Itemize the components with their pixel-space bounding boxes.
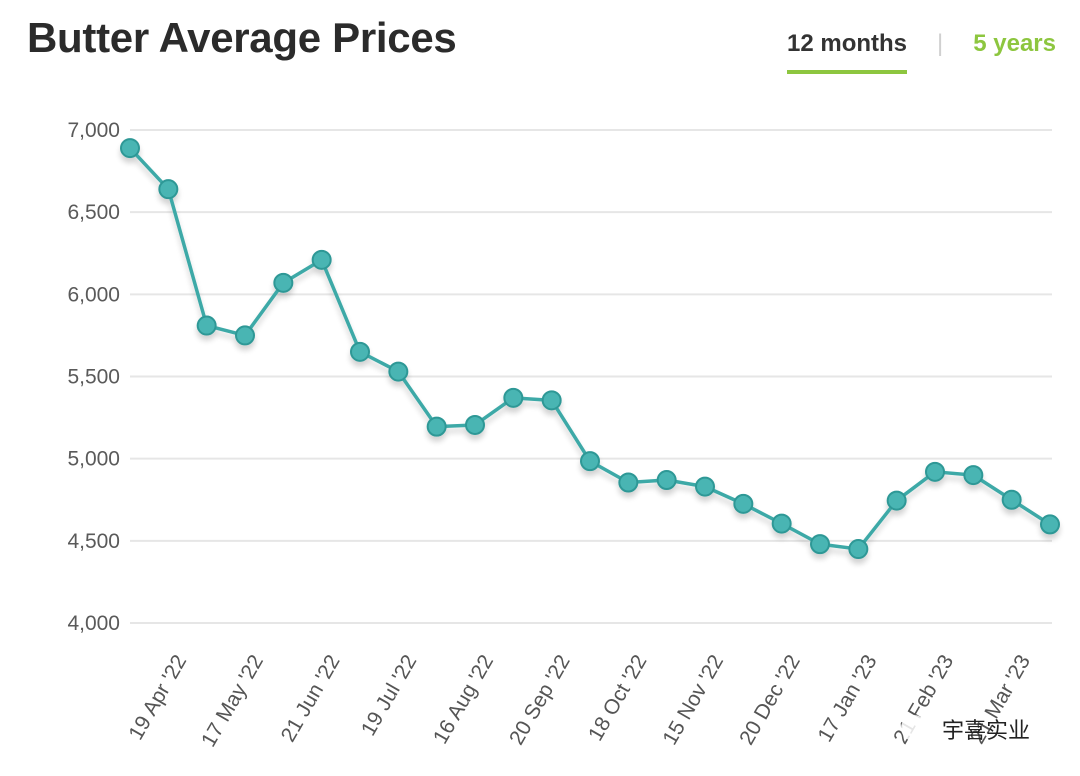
watermark-bottom-right: 宇喜实业	[901, 715, 1030, 744]
x-tick-label: 20 Dec '22	[735, 651, 805, 749]
data-point[interactable]	[925, 461, 945, 482]
data-point[interactable]	[618, 472, 639, 493]
data-point[interactable]	[580, 451, 600, 472]
watermark-right-text: 宇喜实业	[942, 719, 1030, 744]
x-tick-label: 19 Jul '22	[357, 651, 422, 740]
data-point[interactable]	[771, 513, 792, 534]
data-point[interactable]	[235, 325, 255, 346]
data-point[interactable]	[273, 272, 294, 293]
x-tick-label: 18 Oct '22	[584, 651, 651, 745]
y-axis: 4,000 4,500 5,000 5,500 6,000 6,500 7,000	[67, 119, 120, 635]
x-tick-label: 21 Jun '22	[277, 651, 345, 746]
x-tick-label: 19 Apr '22	[124, 651, 191, 744]
x-tick-label: 20 Sep '22	[505, 651, 575, 749]
series-line	[128, 146, 1051, 551]
chart-title: Butter Average Prices	[27, 14, 457, 61]
x-tick-label: 17 May '22	[197, 651, 268, 751]
data-point[interactable]	[541, 390, 562, 411]
y-tick-label: 4,500	[67, 530, 120, 553]
data-point[interactable]	[695, 476, 715, 497]
x-tick-label: 16 Aug '22	[429, 651, 498, 748]
period-tabs: 12 months | 5 years	[786, 30, 1056, 74]
data-point[interactable]	[158, 179, 179, 200]
y-tick-label: 7,000	[67, 119, 120, 142]
wechat-icon	[901, 715, 927, 741]
data-point[interactable]	[196, 315, 217, 336]
x-tick-label: 15 Nov '22	[658, 651, 728, 749]
data-point[interactable]	[848, 539, 869, 560]
x-tick-label: 17 Jan '23	[814, 651, 882, 746]
watermark-left-text: 大数跨境	[52, 743, 140, 768]
y-tick-label: 5,500	[67, 366, 120, 389]
data-point[interactable]	[426, 416, 447, 437]
data-point[interactable]	[1001, 489, 1022, 510]
data-point[interactable]	[350, 341, 370, 362]
data-point[interactable]	[810, 534, 830, 555]
data-point[interactable]	[1040, 514, 1060, 535]
y-tick-label: 4,000	[67, 612, 120, 635]
data-point[interactable]	[120, 138, 140, 159]
data-point[interactable]	[963, 465, 984, 486]
data-point[interactable]	[311, 249, 332, 270]
data-point[interactable]	[656, 470, 677, 491]
tab-separator: |	[937, 30, 944, 57]
watermark-logo-icon	[11, 741, 33, 763]
data-point[interactable]	[465, 414, 485, 435]
data-point[interactable]	[388, 361, 409, 382]
tab-5-years[interactable]: 5 years	[973, 30, 1056, 57]
y-tick-label: 6,000	[67, 283, 120, 306]
series-butter	[120, 138, 1060, 560]
data-point[interactable]	[503, 387, 524, 408]
data-point[interactable]	[886, 490, 907, 511]
tab-12-months[interactable]: 12 months	[786, 30, 908, 74]
watermark-bottom-left: 大数跨境	[11, 741, 140, 768]
y-tick-label: 6,500	[67, 201, 120, 224]
data-point[interactable]	[733, 493, 754, 514]
y-tick-label: 5,000	[67, 448, 120, 471]
x-axis: 19 Apr '22 17 May '22 21 Jun '22 19 Jul '22…	[124, 651, 1035, 751]
grid-lines	[130, 129, 1052, 624]
